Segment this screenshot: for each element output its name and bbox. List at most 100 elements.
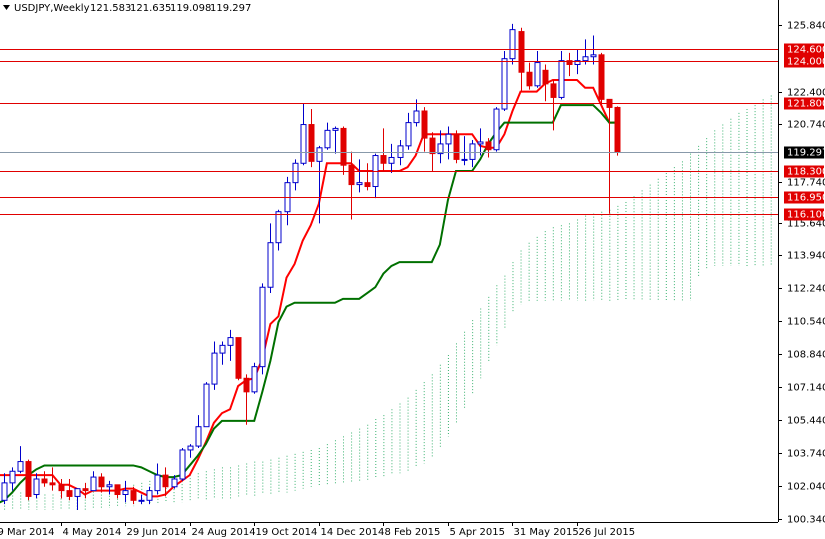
candle-body — [558, 60, 565, 98]
candle-body — [1, 482, 8, 501]
candle-body — [356, 182, 363, 186]
menu-arrow[interactable] — [3, 5, 10, 10]
candle-body — [146, 490, 153, 501]
candle-body — [429, 137, 436, 155]
x-tick-label: 31 May 2015 — [514, 527, 579, 538]
candle-body — [82, 488, 89, 492]
level-label: 116.100 — [787, 210, 825, 221]
candle-body — [566, 60, 573, 65]
y-tick-label: 117.740 — [787, 178, 825, 189]
candle-body — [501, 58, 508, 110]
candle-body — [598, 54, 605, 100]
y-tick-label: 115.640 — [787, 219, 825, 230]
symbol-title: USDJPY,Weekly — [14, 3, 90, 14]
candle-body — [518, 31, 525, 73]
candle-body — [41, 478, 48, 484]
candle-body — [154, 474, 161, 492]
level-label-bg — [784, 43, 824, 56]
y-tick-label: 120.740 — [787, 120, 825, 131]
candle-body — [98, 476, 105, 488]
candle-body — [243, 377, 250, 393]
plot-area — [0, 23, 772, 510]
y-tick-label: 108.840 — [787, 350, 825, 361]
y-tick-label: 107.140 — [787, 383, 825, 394]
candle-body — [574, 60, 581, 65]
y-tick-label: 105.440 — [787, 416, 825, 427]
candle-body — [437, 143, 444, 155]
level-label-bg — [784, 165, 824, 178]
candle-body — [590, 54, 597, 58]
x-tick-label: 5 Apr 2015 — [450, 527, 505, 538]
candle-body — [58, 484, 65, 492]
x-tick-label: 8 Feb 2015 — [385, 527, 441, 538]
level-label: 124.600 — [787, 45, 825, 56]
y-tick-label: 103.740 — [787, 449, 825, 460]
candle-body — [380, 155, 387, 164]
candle-body — [219, 344, 226, 354]
candle-body — [235, 337, 242, 379]
candle-body — [582, 56, 589, 62]
header-open: 121.583 — [90, 3, 131, 14]
x-tick-label: 14 Dec 2014 — [321, 527, 385, 538]
candle-body — [211, 352, 218, 385]
candle-body — [106, 484, 113, 488]
y-tick-label: 112.240 — [787, 284, 825, 295]
y-tick-label: 110.540 — [787, 317, 825, 328]
candle-body — [130, 490, 137, 501]
candle-body — [171, 478, 178, 488]
x-tick-label: 24 Aug 2014 — [192, 527, 256, 538]
indicator-line — [0, 104, 618, 504]
candle-body — [300, 124, 307, 164]
candle-body — [308, 124, 315, 162]
candle-body — [227, 337, 234, 346]
bid-label-bg — [784, 146, 824, 159]
candle-body — [397, 145, 404, 158]
candle-body — [49, 482, 56, 486]
candle-body — [25, 461, 32, 497]
candle-body — [17, 461, 24, 472]
candle-body — [445, 133, 452, 145]
indicator-line — [0, 78, 618, 498]
candle-body — [267, 242, 274, 288]
level-label: 124.000 — [787, 57, 825, 68]
level-label: 116.950 — [787, 193, 825, 204]
x-tick-label: 29 Jun 2014 — [127, 527, 187, 538]
y-tick-label: 102.040 — [787, 482, 825, 493]
candle-body — [9, 470, 16, 484]
y-tick-label: 100.340 — [787, 515, 825, 526]
candle-body — [324, 129, 331, 149]
y-tick-label: 122.400 — [787, 88, 825, 99]
x-tick-label: 19 Oct 2014 — [256, 527, 318, 538]
candle-body — [138, 499, 145, 502]
candle-body — [526, 71, 533, 87]
candle-body — [122, 490, 129, 495]
candle-body — [413, 110, 420, 124]
candle-body — [292, 162, 299, 184]
level-label-bg — [784, 97, 824, 110]
candle-body — [316, 147, 323, 162]
level-label: 118.300 — [787, 167, 825, 178]
level-label: 121.800 — [787, 99, 825, 110]
y-tick-label: 125.840 — [787, 21, 825, 32]
candle-body — [550, 83, 557, 98]
candle-body — [74, 488, 81, 497]
y-tick-label: 113.940 — [787, 251, 825, 262]
candle-body — [251, 366, 258, 393]
level-label-bg — [784, 55, 824, 68]
candle-body — [275, 211, 282, 244]
level-label-bg — [784, 208, 824, 221]
x-tick-label: 9 Mar 2014 — [0, 527, 55, 538]
candle-body — [421, 110, 428, 139]
candle-body — [364, 182, 371, 188]
candle-body — [66, 490, 73, 497]
header-low: 119.098 — [170, 3, 211, 14]
x-tick-label: 4 May 2014 — [63, 527, 122, 538]
header-close: 119.297 — [210, 3, 251, 14]
candle-body — [162, 474, 169, 488]
candle-body — [114, 484, 121, 495]
candle-body — [534, 62, 541, 87]
candle-body — [388, 156, 395, 164]
candle-body — [195, 426, 202, 447]
x-tick-label: 26 Jul 2015 — [579, 527, 636, 538]
